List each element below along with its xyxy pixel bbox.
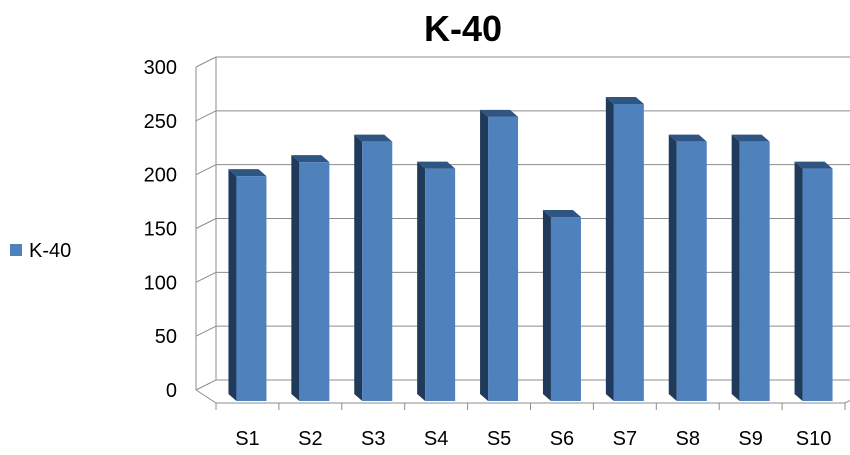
y-axis-ticks: 0 50 100 150 200 250 300 [144, 57, 177, 402]
bar-front [613, 103, 644, 401]
bar [417, 161, 456, 401]
bar-front [550, 217, 581, 401]
bar-side [228, 169, 237, 401]
gridline-depth [195, 379, 217, 391]
bars [228, 96, 833, 401]
bar-front [676, 141, 707, 401]
bar-top [480, 109, 519, 117]
bar-front [299, 162, 330, 401]
floor-edge [844, 399, 850, 404]
floor-edge [195, 389, 217, 404]
bar-side [354, 134, 363, 401]
x-tick-label: S2 [298, 428, 322, 450]
legend: K-40 [10, 240, 71, 262]
y-tick-label: 300 [144, 57, 177, 79]
bar-side [291, 155, 300, 401]
gridline-depth [195, 56, 217, 68]
x-tick-label: S3 [361, 428, 385, 450]
bar-side [605, 96, 614, 401]
x-tick-label: S5 [487, 428, 511, 450]
x-tick-label: S9 [738, 428, 762, 450]
bar [605, 96, 644, 401]
bar-top [354, 134, 393, 142]
bar [542, 210, 581, 401]
bar-side [794, 161, 803, 401]
bar-top [228, 169, 267, 177]
bar [228, 169, 267, 401]
y-tick-label: 50 [155, 326, 177, 348]
bar-side [417, 161, 426, 401]
x-axis [195, 389, 850, 410]
bar [731, 134, 770, 401]
bar-front [236, 176, 267, 401]
gridline-depth [195, 110, 217, 122]
bar-side [668, 134, 677, 401]
bar-front [425, 168, 456, 401]
bar-top [731, 134, 770, 142]
bar-top [542, 210, 581, 218]
bar-front [739, 141, 770, 401]
gridline-depth [195, 164, 217, 176]
x-tick-label: S7 [613, 428, 637, 450]
bar-side [542, 210, 551, 401]
x-tick-label: S10 [796, 428, 832, 450]
bar-top [417, 161, 456, 169]
gridline-depth [195, 218, 217, 229]
y-tick-label: 0 [166, 380, 177, 402]
bar-side [731, 134, 740, 401]
gridline-depth [195, 271, 217, 283]
bar-side [480, 109, 489, 401]
bar-front [488, 116, 519, 401]
y-tick-label: 150 [144, 219, 177, 241]
y-tick-label: 200 [144, 165, 177, 187]
bar-top [605, 96, 644, 104]
bar-front [802, 168, 833, 401]
bar-top [291, 155, 330, 163]
x-tick-label: S4 [424, 428, 448, 450]
x-axis-ticks: S1 S2 S3 S4 S5 S6 S7 S8 S9 S10 [235, 428, 831, 450]
x-tick-label: S1 [235, 428, 259, 450]
bar-top [668, 134, 707, 142]
bar [354, 134, 393, 401]
chart-title: K-40 [424, 8, 502, 49]
gridline-depth [195, 325, 217, 337]
bar [291, 155, 330, 401]
bar-front [362, 141, 393, 401]
legend-swatch [10, 244, 22, 256]
bar-top [794, 161, 833, 169]
x-tick-label: S6 [550, 428, 574, 450]
bar [794, 161, 833, 401]
x-tick-label: S8 [676, 428, 700, 450]
y-tick-label: 250 [144, 111, 177, 133]
bar [668, 134, 707, 401]
y-tick-label: 100 [144, 272, 177, 294]
bar [480, 109, 519, 401]
legend-label: K-40 [29, 240, 71, 262]
